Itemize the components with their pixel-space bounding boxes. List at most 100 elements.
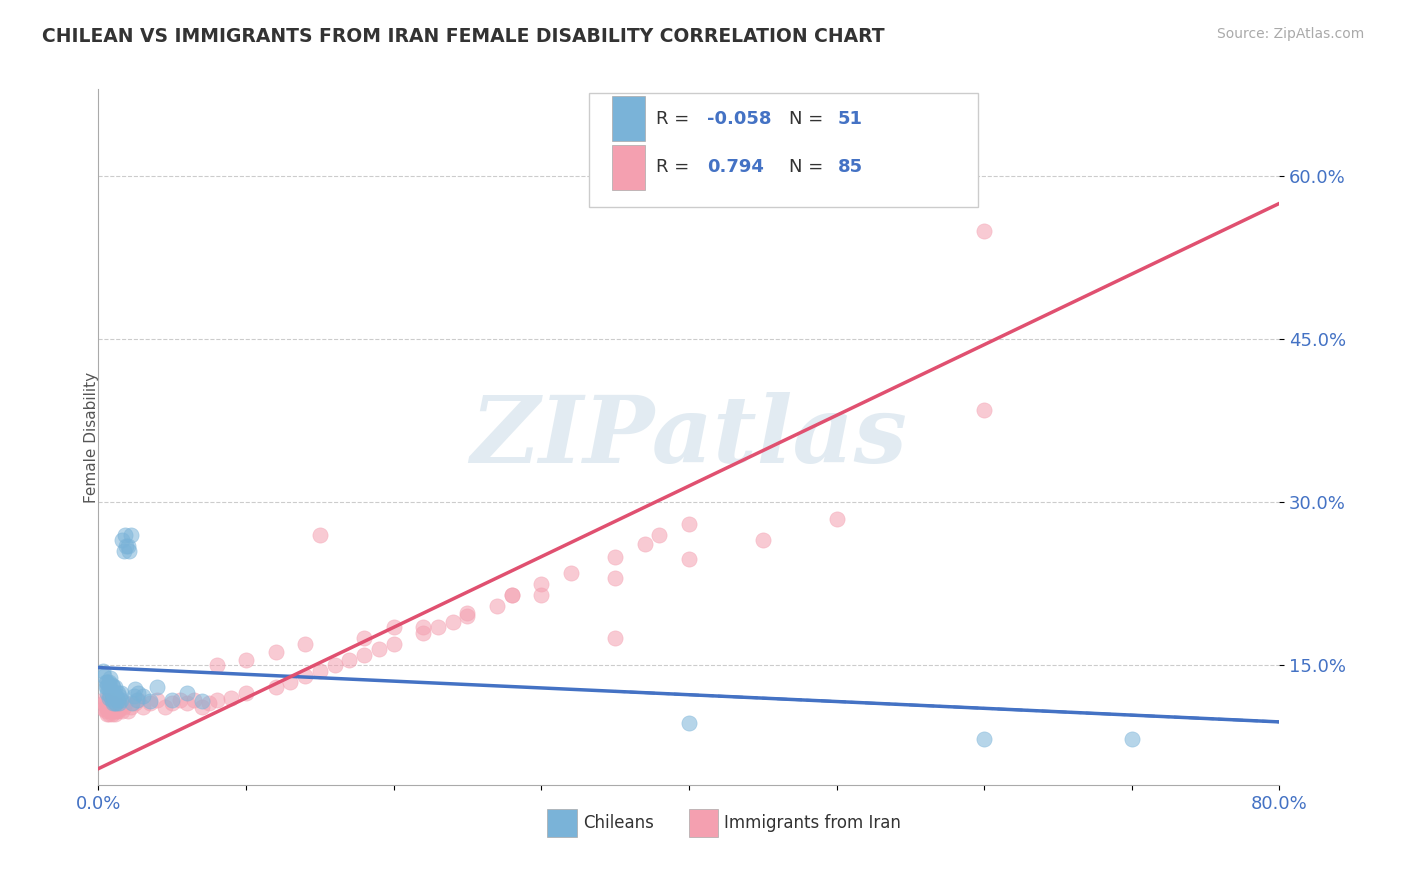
Point: [94, 693, 117, 707]
Point: [605, 631, 627, 645]
Point: [96, 685, 118, 699]
Point: [191, 694, 214, 708]
Point: [752, 533, 775, 548]
Point: [100, 699, 122, 714]
Point: [100, 685, 122, 699]
Point: [112, 544, 135, 558]
Bar: [689, 809, 718, 837]
Point: [93, 669, 115, 683]
Point: [103, 704, 125, 718]
Point: [127, 685, 149, 699]
Point: [530, 588, 553, 602]
Point: [560, 566, 582, 580]
Point: [323, 658, 346, 673]
Point: [98, 699, 121, 714]
Point: [648, 528, 671, 542]
Point: [353, 648, 375, 662]
Point: [97, 697, 120, 711]
Point: [605, 571, 627, 585]
Point: [94, 704, 117, 718]
Text: ZIPatlas: ZIPatlas: [471, 392, 907, 482]
Text: R =: R =: [655, 110, 695, 128]
Point: [104, 699, 127, 714]
Bar: [612, 96, 645, 141]
Point: [105, 697, 128, 711]
Point: [127, 693, 149, 707]
Point: [110, 699, 132, 714]
Point: [264, 680, 287, 694]
Point: [104, 689, 127, 703]
Point: [96, 697, 118, 711]
Point: [309, 528, 332, 542]
Point: [94, 680, 117, 694]
Point: [97, 702, 120, 716]
Point: [235, 685, 257, 699]
Point: [98, 693, 121, 707]
Point: [108, 697, 131, 711]
Point: [457, 609, 479, 624]
Point: [427, 620, 450, 634]
Point: [124, 682, 146, 697]
Point: [973, 403, 995, 417]
Point: [132, 689, 155, 703]
Point: [678, 551, 700, 566]
Point: [176, 685, 198, 699]
Point: [117, 704, 139, 718]
Text: Immigrants from Iran: Immigrants from Iran: [724, 814, 901, 832]
Point: [91, 664, 114, 678]
Point: [118, 544, 141, 558]
Point: [825, 511, 848, 525]
Point: [205, 658, 228, 673]
Point: [678, 516, 700, 531]
Point: [457, 606, 479, 620]
Point: [368, 642, 391, 657]
Point: [111, 704, 134, 718]
Point: [100, 678, 122, 692]
Point: [111, 533, 134, 548]
Point: [605, 549, 627, 564]
Point: [235, 653, 257, 667]
Text: 0.794: 0.794: [707, 158, 763, 176]
Point: [634, 536, 657, 550]
Point: [108, 702, 131, 716]
Point: [103, 689, 125, 703]
Y-axis label: Female Disability: Female Disability: [84, 371, 98, 503]
Point: [198, 697, 221, 711]
Point: [98, 680, 121, 694]
Point: [353, 631, 375, 645]
Point: [125, 693, 148, 707]
Point: [264, 645, 287, 659]
Point: [132, 699, 155, 714]
FancyBboxPatch shape: [589, 93, 979, 208]
Point: [501, 588, 523, 602]
Point: [221, 690, 243, 705]
Point: [122, 689, 145, 703]
Point: [117, 539, 139, 553]
Point: [103, 697, 125, 711]
Point: [96, 702, 118, 716]
Point: [382, 637, 405, 651]
Point: [97, 690, 120, 705]
Point: [93, 702, 115, 716]
Bar: [612, 145, 645, 190]
Point: [110, 693, 132, 707]
Text: -0.058: -0.058: [707, 110, 770, 128]
Point: [486, 599, 509, 613]
Point: [176, 697, 198, 711]
Text: N =: N =: [789, 158, 830, 176]
Point: [107, 693, 129, 707]
Text: CHILEAN VS IMMIGRANTS FROM IRAN FEMALE DISABILITY CORRELATION CHART: CHILEAN VS IMMIGRANTS FROM IRAN FEMALE D…: [42, 27, 884, 45]
Point: [100, 707, 122, 722]
Point: [93, 697, 115, 711]
Point: [112, 699, 135, 714]
Point: [124, 697, 146, 711]
Point: [98, 689, 121, 703]
Point: [98, 704, 121, 718]
Point: [412, 620, 434, 634]
Point: [169, 693, 191, 707]
Point: [121, 697, 143, 711]
Text: Chileans: Chileans: [582, 814, 654, 832]
Point: [973, 223, 995, 237]
Point: [162, 697, 183, 711]
Point: [97, 674, 120, 689]
